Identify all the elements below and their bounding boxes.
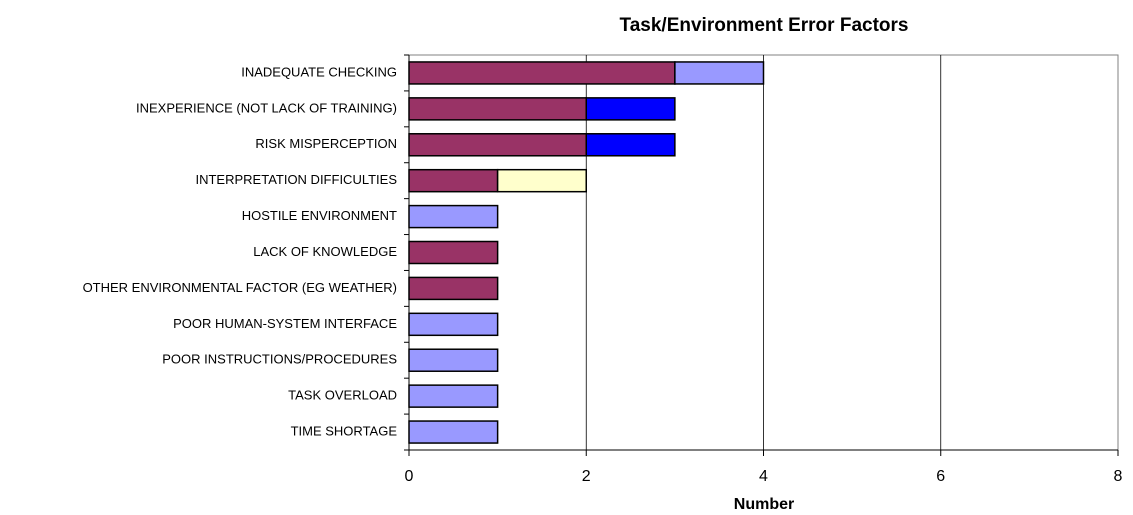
x-tick-label: 6 [936, 468, 945, 485]
y-tick-label: POOR HUMAN-SYSTEM INTERFACE [173, 316, 397, 331]
bar-segment [408, 204, 499, 229]
bar-segment [408, 276, 499, 301]
y-tick-label: INEXPERIENCE (NOT LACK OF TRAINING) [136, 100, 397, 115]
bar-segment [408, 168, 499, 193]
bar-segment [408, 240, 499, 265]
x-tick-label: 0 [405, 468, 414, 485]
x-tick-label: 2 [582, 468, 591, 485]
chart-title: Task/Environment Error Factors [620, 15, 909, 36]
bar-segment [408, 61, 676, 85]
y-tick-label: RISK MISPERCEPTION [255, 136, 397, 151]
y-tick-label: TASK OVERLOAD [288, 388, 397, 403]
y-tick-label: INADEQUATE CHECKING [241, 64, 397, 79]
bar-segment [585, 97, 676, 121]
bar-segment [585, 133, 676, 157]
y-tick-label: INTERPRETATION DIFFICULTIES [195, 172, 397, 187]
bar-segment [496, 168, 587, 193]
bar-segment [408, 133, 587, 157]
x-axis-label: Number [734, 496, 794, 513]
y-tick-label: LACK OF KNOWLEDGE [253, 244, 397, 259]
x-tick-label: 8 [1114, 468, 1123, 485]
bar-segment [408, 384, 499, 408]
y-tick-label: OTHER ENVIRONMENTAL FACTOR (EG WEATHER) [83, 280, 397, 295]
y-tick-label: POOR INSTRUCTIONS/PROCEDURES [162, 352, 397, 367]
bar-segment [674, 61, 765, 85]
bar-segment [408, 420, 499, 444]
bar-segment [408, 97, 587, 121]
bar-segment [408, 312, 499, 337]
x-tick-label: 4 [759, 468, 768, 485]
y-tick-label: HOSTILE ENVIRONMENT [242, 208, 397, 223]
bar-segment [408, 348, 499, 372]
y-tick-label: TIME SHORTAGE [291, 423, 398, 438]
